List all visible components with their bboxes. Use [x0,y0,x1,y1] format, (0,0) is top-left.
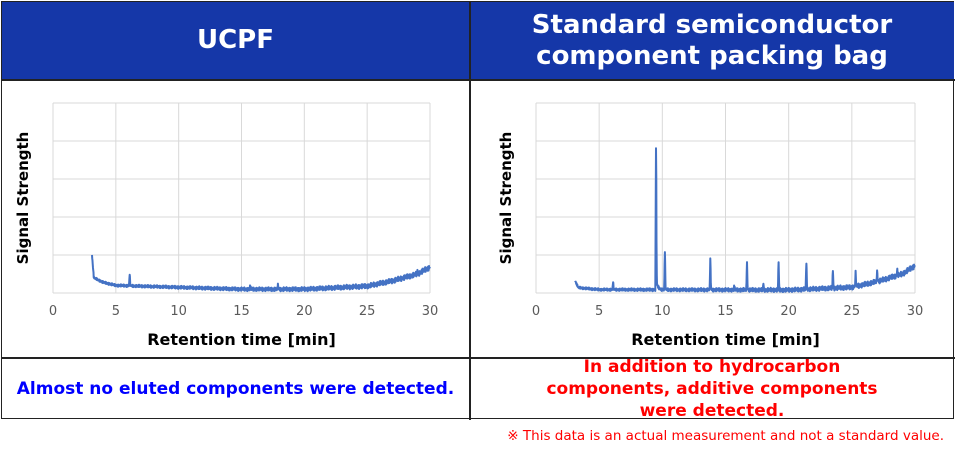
x-tick-label: 25 [844,304,861,319]
divider [469,2,471,420]
x-tick-label: 30 [907,304,924,319]
x-tick-label: 30 [422,304,439,319]
header-standard-bag: Standard semiconductor component packing… [470,2,954,79]
y-axis-label: Signal Strength [497,132,515,265]
x-tick-label: 0 [49,304,57,319]
x-tick-label: 5 [112,304,120,319]
disclaimer-note: ※ This data is an actual measurement and… [507,428,944,444]
comparison-table: UCPF Standard semiconductor component pa… [1,1,955,421]
chromatogram-line [574,147,916,293]
x-axis-label: Retention time [min] [147,330,336,349]
x-tick-label: 25 [359,304,376,319]
divider [2,357,955,359]
x-tick-label: 0 [532,304,540,319]
x-tick-label: 20 [780,304,797,319]
footer-ucpf: Almost no eluted components were detecte… [16,379,455,399]
chromatogram-line [91,254,431,293]
x-axis-label: Retention time [min] [631,330,820,349]
divider [2,79,955,81]
x-tick-label: 10 [654,304,671,319]
y-axis-label: Signal Strength [14,132,32,265]
footer-standard-bag: In addition to hydrocarbon components, a… [546,357,878,421]
x-tick-label: 20 [296,304,313,319]
x-tick-label: 15 [717,304,734,319]
x-tick-label: 15 [233,304,250,319]
x-tick-label: 10 [170,304,187,319]
x-tick-label: 5 [595,304,603,319]
header-ucpf: UCPF [2,2,469,79]
